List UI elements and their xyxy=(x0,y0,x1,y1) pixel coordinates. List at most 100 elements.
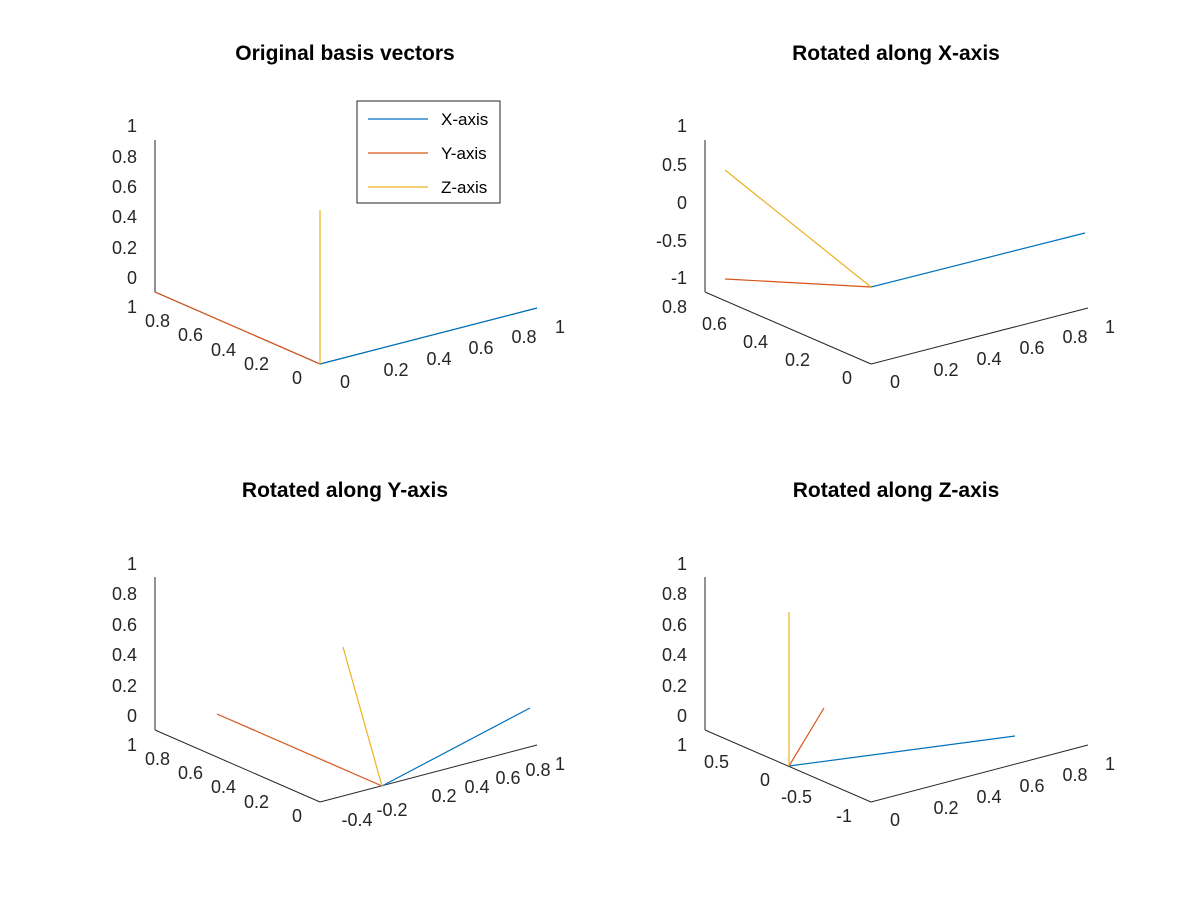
series-line-x-axis xyxy=(381,707,531,787)
y-tick-labels: 0 0.2 0.4 0.6 0.8 1 xyxy=(127,735,302,826)
subplot-title: Original basis vectors xyxy=(235,42,454,65)
subplot-title: Rotated along Y-axis xyxy=(242,479,448,502)
y-tick-label: 0.8 xyxy=(662,297,687,317)
y-tick-labels: 0 0.2 0.4 0.6 0.8 1 xyxy=(127,297,302,388)
z-tick-label: 0 xyxy=(677,706,687,726)
x-tick-label: 0.2 xyxy=(933,360,958,380)
y-tick-label: 0.4 xyxy=(743,332,768,352)
x-tick-label: 0.4 xyxy=(426,349,451,369)
z-tick-labels: 0 0.2 0.4 0.6 0.8 1 xyxy=(662,554,687,726)
y-tick-label: 0.4 xyxy=(211,777,236,797)
x-tick-labels: -0.4 -0.2 0 0.2 0.4 0.6 0.8 1 xyxy=(341,754,565,830)
x-tick-label: 0.4 xyxy=(976,787,1001,807)
data-lines xyxy=(788,612,1016,767)
z-tick-label: 1 xyxy=(677,554,687,574)
x-tick-label: 0 xyxy=(890,810,900,830)
x-tick-label: 1 xyxy=(1105,317,1115,337)
series-line-y-axis xyxy=(788,707,825,767)
data-lines xyxy=(154,210,538,365)
y-tick-label: 0.2 xyxy=(244,354,269,374)
legend-label: X-axis xyxy=(441,110,488,129)
subplot-rotated-y: Rotated along Y-axis 0 0.2 0.4 0.6 0.8 1… xyxy=(112,479,565,830)
y-tick-label: -0.5 xyxy=(781,787,812,807)
x-tick-label: 0 xyxy=(890,372,900,392)
x-tick-label: 0.8 xyxy=(1062,327,1087,347)
axes-box xyxy=(154,577,538,803)
y-tick-label: 0 xyxy=(842,368,852,388)
y-tick-labels: -1 -0.5 0 0.5 1 xyxy=(677,735,852,826)
z-tick-label: 0 xyxy=(677,193,687,213)
z-tick-label: 0.4 xyxy=(112,645,137,665)
x-tick-label: 0.6 xyxy=(1019,338,1044,358)
x-tick-label: 0.8 xyxy=(1062,765,1087,785)
z-tick-label: 0.5 xyxy=(662,155,687,175)
z-tick-label: 1 xyxy=(127,554,137,574)
z-tick-label: 0.4 xyxy=(112,207,137,227)
y-axis-line xyxy=(154,729,321,803)
subplot-title: Rotated along Z-axis xyxy=(793,479,1000,502)
z-tick-label: 0.6 xyxy=(112,177,137,197)
y-tick-label: 0.5 xyxy=(704,752,729,772)
z-tick-label: 0.4 xyxy=(662,645,687,665)
y-tick-label: 0.6 xyxy=(702,314,727,334)
x-tick-label: 0.4 xyxy=(464,777,489,797)
series-line-y-axis xyxy=(724,278,872,288)
y-axis-line xyxy=(704,291,872,365)
y-tick-label: 1 xyxy=(677,735,687,755)
z-tick-label: 0.8 xyxy=(112,147,137,167)
series-line-x-axis xyxy=(319,307,538,365)
y-tick-label: 0 xyxy=(760,770,770,790)
z-tick-label: 1 xyxy=(127,116,137,136)
z-tick-label: 0.2 xyxy=(112,238,137,258)
axes-box xyxy=(704,140,1089,365)
z-tick-label: 0 xyxy=(127,706,137,726)
x-tick-label: 0 xyxy=(340,372,350,392)
z-tick-label: 0.8 xyxy=(662,584,687,604)
x-tick-label: 0 xyxy=(378,794,388,814)
z-tick-label: -0.5 xyxy=(656,231,687,251)
y-tick-label: 0 xyxy=(292,806,302,826)
series-line-y-axis xyxy=(154,291,321,365)
z-tick-label: 0.6 xyxy=(112,615,137,635)
z-tick-label: 1 xyxy=(677,116,687,136)
z-tick-labels: -1 -0.5 0 0.5 1 xyxy=(656,116,687,288)
subplot-rotated-z: Rotated along Z-axis 0 0.2 0.4 0.6 0.8 1… xyxy=(662,479,1115,830)
legend-label: Z-axis xyxy=(441,178,487,197)
x-tick-label: 0.2 xyxy=(431,786,456,806)
x-tick-label: 0.2 xyxy=(933,798,958,818)
subplot-rotated-x: Rotated along X-axis -1 -0.5 0 0.5 1 0 0… xyxy=(656,42,1115,392)
x-axis-line xyxy=(870,744,1089,803)
legend-box xyxy=(356,100,501,204)
y-tick-label: 0.2 xyxy=(785,350,810,370)
legend-label: Y-axis xyxy=(441,144,487,163)
data-lines xyxy=(724,169,1086,288)
x-tick-label: -0.2 xyxy=(376,800,407,820)
y-tick-labels: 0 0.2 0.4 0.6 0.8 xyxy=(662,297,852,388)
series-line-z-axis xyxy=(342,646,383,787)
y-tick-label: 0.4 xyxy=(211,340,236,360)
x-tick-label: 0.8 xyxy=(511,327,536,347)
subplot-title: Rotated along X-axis xyxy=(792,42,1000,65)
series-line-y-axis xyxy=(216,713,383,787)
y-axis-line xyxy=(704,729,872,803)
x-tick-labels: 0 0.2 0.4 0.6 0.8 1 xyxy=(890,754,1115,830)
z-tick-label: 0.6 xyxy=(662,615,687,635)
x-tick-label: -0.4 xyxy=(341,810,372,830)
x-tick-label: 0.6 xyxy=(468,338,493,358)
x-axis-line xyxy=(870,307,1089,365)
z-tick-labels: 0 0.2 0.4 0.6 0.8 1 xyxy=(112,554,137,726)
x-tick-label: 0.2 xyxy=(383,360,408,380)
z-tick-label: 0.8 xyxy=(112,584,137,604)
x-axis-line xyxy=(319,744,538,803)
y-tick-label: 0.6 xyxy=(178,763,203,783)
y-tick-label: 0.8 xyxy=(145,749,170,769)
x-tick-label: 0.6 xyxy=(1019,776,1044,796)
legend: X-axis Y-axis Z-axis xyxy=(356,100,501,204)
y-tick-label: 0.2 xyxy=(244,792,269,812)
y-tick-label: -1 xyxy=(836,806,852,826)
x-tick-label: 0.4 xyxy=(976,349,1001,369)
axes-box xyxy=(704,577,1089,803)
x-tick-label: 1 xyxy=(1105,754,1115,774)
series-line-z-axis xyxy=(724,169,872,288)
